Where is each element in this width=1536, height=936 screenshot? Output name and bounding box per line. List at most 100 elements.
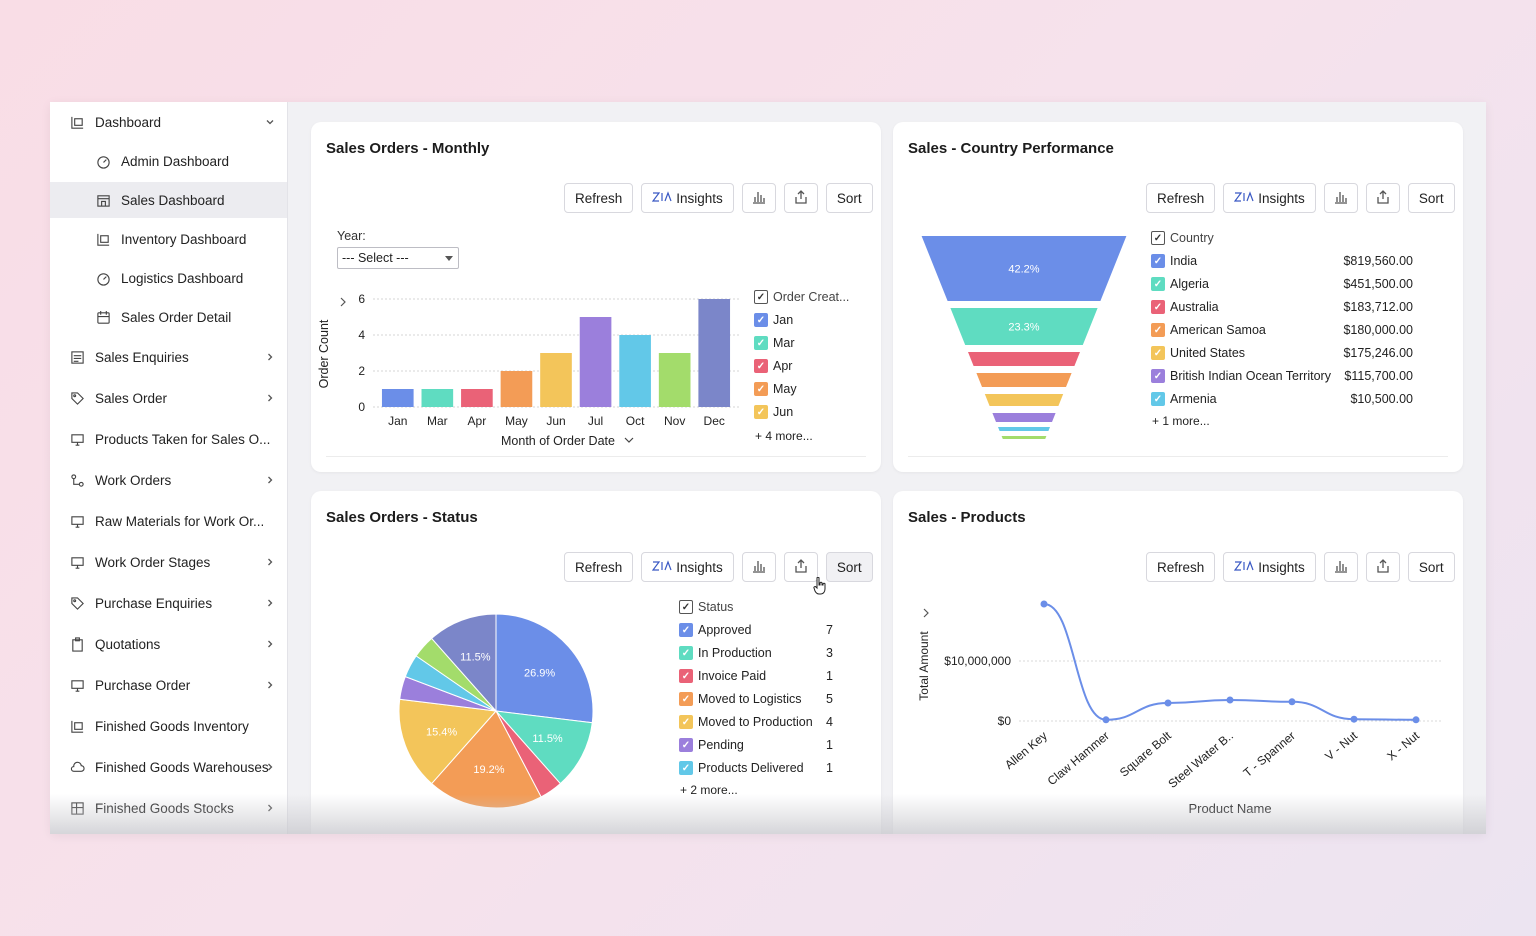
sidebar-item-raw-materials-for-work-or[interactable]: Raw Materials for Work Or... <box>50 503 287 539</box>
sidebar-item-purchase-order[interactable]: Purchase Order <box>50 667 287 703</box>
legend-item[interactable]: ✓ American Samoa <box>1151 321 1266 339</box>
sidebar-item-sales-dashboard[interactable]: Sales Dashboard <box>50 182 287 218</box>
tag-icon <box>69 390 85 406</box>
sidebar-item-quotations[interactable]: Quotations <box>50 626 287 662</box>
sidebar-item-inventory-dashboard[interactable]: Inventory Dashboard <box>50 221 287 257</box>
export-button[interactable] <box>783 183 818 213</box>
sidebar-item-work-orders[interactable]: Work Orders <box>50 462 287 498</box>
legend-item[interactable]: ✓ Pending <box>679 736 744 754</box>
sidebar-item-sales-enquiries[interactable]: Sales Enquiries <box>50 339 287 375</box>
insights-button[interactable]: Insights <box>641 552 734 582</box>
legend-item[interactable]: ✓ Jun <box>754 403 793 421</box>
legend-item[interactable]: ✓ Armenia <box>1151 390 1217 408</box>
legend-item[interactable]: ✓ Invoice Paid <box>679 667 766 685</box>
more-link[interactable]: + 2 more... <box>680 783 738 797</box>
year-select[interactable]: --- Select --- <box>337 247 459 269</box>
sort-button[interactable]: Sort <box>1407 183 1455 213</box>
x-tick-label: Allen Key <box>1002 729 1050 772</box>
chart-type-button[interactable] <box>741 183 776 213</box>
monitor-icon <box>69 554 85 570</box>
legend-item[interactable]: ✓ United States <box>1151 344 1245 362</box>
checkbox-icon[interactable]: ✓ <box>1151 346 1165 360</box>
export-button[interactable] <box>783 552 818 582</box>
legend-label: Approved <box>698 623 752 637</box>
sidebar-item-purchase-enquiries[interactable]: Purchase Enquiries <box>50 585 287 621</box>
more-link[interactable]: + 4 more... <box>755 429 813 443</box>
legend-item[interactable]: ✓ Apr <box>754 357 792 375</box>
legend-item[interactable]: ✓ Algeria <box>1151 275 1209 293</box>
legend-item[interactable]: ✓ Mar <box>754 334 795 352</box>
checkbox-icon[interactable]: ✓ <box>679 600 693 614</box>
checkbox-icon[interactable]: ✓ <box>679 623 693 637</box>
refresh-button[interactable]: Refresh <box>1146 552 1216 582</box>
checkbox-icon[interactable]: ✓ <box>754 359 768 373</box>
legend-item[interactable]: ✓ In Production <box>679 644 772 662</box>
legend-item[interactable]: ✓ Approved <box>679 621 752 639</box>
sidebar-item-finished-goods-inventory[interactable]: Finished Goods Inventory <box>50 708 287 744</box>
sort-button[interactable]: Sort <box>1407 552 1455 582</box>
data-label: 26.9% <box>524 667 555 679</box>
checkbox-icon[interactable]: ✓ <box>754 405 768 419</box>
checkbox-icon[interactable]: ✓ <box>679 761 693 775</box>
checkbox-icon[interactable]: ✓ <box>679 715 693 729</box>
chevron-right-icon <box>263 801 277 815</box>
export-button[interactable] <box>1365 552 1400 582</box>
legend-header[interactable]: ✓ Country <box>1151 229 1214 247</box>
bar-chart: 0 2 4 6 Jan Mar Apr May Jun Jul Oct Nov Dec Order Cou… <box>317 292 739 448</box>
legend-value: 4 <box>826 715 833 729</box>
checkbox-icon[interactable]: ✓ <box>679 692 693 706</box>
refresh-button[interactable]: Refresh <box>1146 183 1216 213</box>
sidebar-item-logistics-dashboard[interactable]: Logistics Dashboard <box>50 260 287 296</box>
sort-button[interactable]: Sort <box>825 552 873 582</box>
sort-button[interactable]: Sort <box>825 183 873 213</box>
legend-item[interactable]: ✓ Jan <box>754 311 793 329</box>
chart-type-button[interactable] <box>1323 183 1358 213</box>
monitor-icon <box>69 513 85 529</box>
chart-type-button[interactable] <box>1323 552 1358 582</box>
legend-item[interactable]: ✓ Moved to Production <box>679 713 813 731</box>
export-button[interactable] <box>1365 183 1400 213</box>
checkbox-icon[interactable]: ✓ <box>754 313 768 327</box>
refresh-button[interactable]: Refresh <box>564 552 634 582</box>
sidebar-item-finished-goods-stocks[interactable]: Finished Goods Stocks <box>50 790 287 826</box>
legend-header[interactable]: ✓ Order Creat... <box>754 288 849 306</box>
checkbox-icon[interactable]: ✓ <box>679 669 693 683</box>
sidebar-item-products-taken-for-sales-o[interactable]: Products Taken for Sales O... <box>50 421 287 457</box>
legend-item[interactable]: ✓ May <box>754 380 797 398</box>
checkbox-icon[interactable]: ✓ <box>1151 369 1165 383</box>
checkbox-icon[interactable]: ✓ <box>754 290 768 304</box>
checkbox-icon[interactable]: ✓ <box>1151 323 1165 337</box>
sidebar-item-label: Raw Materials for Work Or... <box>95 513 265 529</box>
more-link[interactable]: + 1 more... <box>1152 414 1210 428</box>
gauge-icon <box>95 153 111 169</box>
checkbox-icon[interactable]: ✓ <box>1151 231 1165 245</box>
sidebar-item-finished-goods-warehouses[interactable]: Finished Goods Warehouses <box>50 749 287 785</box>
sidebar-item-sales-order[interactable]: Sales Order <box>50 380 287 416</box>
checkbox-icon[interactable]: ✓ <box>754 336 768 350</box>
refresh-button[interactable]: Refresh <box>564 183 634 213</box>
sidebar-item-work-order-stages[interactable]: Work Order Stages <box>50 544 287 580</box>
checkbox-icon[interactable]: ✓ <box>754 382 768 396</box>
sidebar-item-admin-dashboard[interactable]: Admin Dashboard <box>50 143 287 179</box>
legend-header[interactable]: ✓ Status <box>679 598 733 616</box>
chart-type-button[interactable] <box>741 552 776 582</box>
legend-item[interactable]: ✓ Moved to Logistics <box>679 690 802 708</box>
series-line <box>1043 603 1417 721</box>
sidebar-item-dashboard[interactable]: Dashboard <box>50 104 287 140</box>
legend-item[interactable]: ✓ British Indian Ocean Territory <box>1151 367 1331 385</box>
checkbox-icon[interactable]: ✓ <box>679 646 693 660</box>
insights-button[interactable]: Insights <box>1223 552 1316 582</box>
legend-item[interactable]: ✓ Australia <box>1151 298 1219 316</box>
legend-item[interactable]: ✓ Products Delivered <box>679 759 804 777</box>
checkbox-icon[interactable]: ✓ <box>1151 254 1165 268</box>
checkbox-icon[interactable]: ✓ <box>1151 277 1165 291</box>
legend-item[interactable]: ✓ India <box>1151 252 1197 270</box>
checkbox-icon[interactable]: ✓ <box>1151 392 1165 406</box>
chevron-right-icon <box>263 637 277 651</box>
checkbox-icon[interactable]: ✓ <box>1151 300 1165 314</box>
checkbox-icon[interactable]: ✓ <box>679 738 693 752</box>
insights-button[interactable]: Insights <box>1223 183 1316 213</box>
insights-button[interactable]: Insights <box>641 183 734 213</box>
sidebar-item-sales-order-detail[interactable]: Sales Order Detail <box>50 299 287 335</box>
